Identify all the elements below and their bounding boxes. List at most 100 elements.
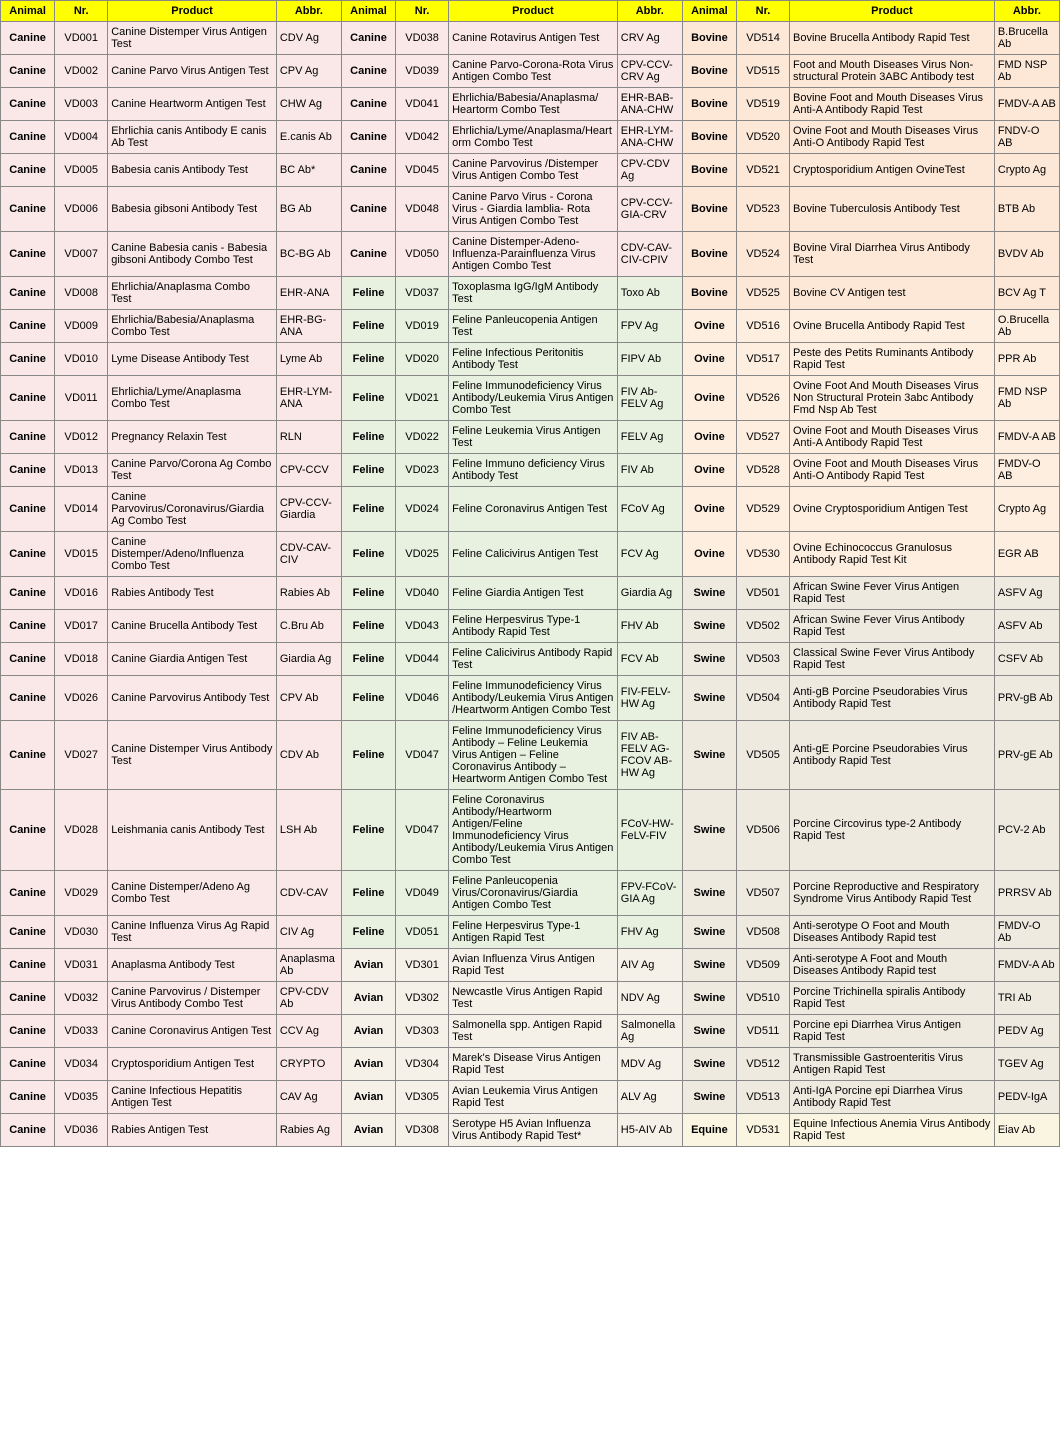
cell-product: Feline Coronavirus Antibody/Heartworm An… — [449, 790, 618, 871]
cell-nr: VD514 — [737, 22, 790, 55]
cell-nr: VD302 — [396, 982, 449, 1015]
cell-product: Canine Coronavirus Antigen Test — [108, 1015, 277, 1048]
cell-abbr: BC Ab* — [276, 154, 341, 187]
cell-nr: VD529 — [737, 487, 790, 532]
cell-product: Feline Calicivirus Antibody Rapid Test — [449, 643, 618, 676]
cell-nr: VD006 — [55, 187, 108, 232]
table-row: CanineVD017Canine Brucella Antibody Test… — [1, 610, 1060, 643]
product-table: Animal Nr. Product Abbr. Animal Nr. Prod… — [0, 0, 1060, 1147]
cell-abbr: CSFV Ab — [994, 643, 1059, 676]
cell-nr: VD004 — [55, 121, 108, 154]
cell-animal: Canine — [1, 376, 55, 421]
cell-animal: Avian — [341, 1048, 395, 1081]
cell-nr: VD501 — [737, 577, 790, 610]
cell-abbr: BVDV Ab — [994, 232, 1059, 277]
cell-product: Ehrlichia/Babesia/Anaplasma Combo Test — [108, 310, 277, 343]
cell-abbr: AIV Ag — [617, 949, 682, 982]
cell-nr: VD035 — [55, 1081, 108, 1114]
header-nr-2: Nr. — [396, 1, 449, 22]
header-abbr-3: Abbr. — [994, 1, 1059, 22]
cell-animal: Equine — [682, 1114, 736, 1147]
cell-product: Canine Giardia Antigen Test — [108, 643, 277, 676]
cell-abbr: BTB Ab — [994, 187, 1059, 232]
cell-abbr: PCV-2 Ab — [994, 790, 1059, 871]
cell-product: Canine Influenza Virus Ag Rapid Test — [108, 916, 277, 949]
cell-animal: Feline — [341, 532, 395, 577]
cell-animal: Canine — [1, 916, 55, 949]
cell-abbr: FCV Ag — [617, 532, 682, 577]
cell-nr: VD037 — [396, 277, 449, 310]
cell-abbr: BCV Ag T — [994, 277, 1059, 310]
cell-nr: VD009 — [55, 310, 108, 343]
cell-nr: VD512 — [737, 1048, 790, 1081]
cell-abbr: NDV Ag — [617, 982, 682, 1015]
table-row: CanineVD001Canine Distemper Virus Antige… — [1, 22, 1060, 55]
cell-nr: VD509 — [737, 949, 790, 982]
cell-nr: VD050 — [396, 232, 449, 277]
cell-product: Porcine Reproductive and Respiratory Syn… — [790, 871, 995, 916]
cell-abbr: CPV-CDV Ab — [276, 982, 341, 1015]
cell-product: Pregnancy Relaxin Test — [108, 421, 277, 454]
cell-product: Anaplasma Antibody Test — [108, 949, 277, 982]
cell-abbr: PPR Ab — [994, 343, 1059, 376]
cell-product: Anti-serotype O Foot and Mouth Diseases … — [790, 916, 995, 949]
cell-animal: Swine — [682, 790, 736, 871]
cell-abbr: ALV Ag — [617, 1081, 682, 1114]
cell-product: Foot and Mouth Diseases Virus Non-struct… — [790, 55, 995, 88]
cell-nr: VD043 — [396, 610, 449, 643]
cell-animal: Canine — [1, 871, 55, 916]
header-abbr-2: Abbr. — [617, 1, 682, 22]
cell-nr: VD018 — [55, 643, 108, 676]
cell-nr: VD013 — [55, 454, 108, 487]
cell-animal: Canine — [1, 676, 55, 721]
cell-animal: Avian — [341, 949, 395, 982]
cell-animal: Canine — [341, 88, 395, 121]
cell-animal: Canine — [1, 22, 55, 55]
cell-product: Canine Distemper Virus Antigen Test — [108, 22, 277, 55]
cell-animal: Bovine — [682, 232, 736, 277]
cell-abbr: EHR-LYM-ANA-CHW — [617, 121, 682, 154]
header-product-2: Product — [449, 1, 618, 22]
cell-product: Canine Rotavirus Antigen Test — [449, 22, 618, 55]
cell-animal: Swine — [682, 721, 736, 790]
cell-nr: VD042 — [396, 121, 449, 154]
cell-abbr: B.Brucella Ab — [994, 22, 1059, 55]
cell-abbr: PRV-gE Ab — [994, 721, 1059, 790]
cell-product: Bovine Foot and Mouth Diseases Virus Ant… — [790, 88, 995, 121]
cell-animal: Feline — [341, 643, 395, 676]
cell-product: Canine Babesia canis - Babesia gibsoni A… — [108, 232, 277, 277]
cell-nr: VD039 — [396, 55, 449, 88]
cell-nr: VD523 — [737, 187, 790, 232]
cell-abbr: E.canis Ab — [276, 121, 341, 154]
cell-animal: Feline — [341, 610, 395, 643]
cell-nr: VD033 — [55, 1015, 108, 1048]
cell-abbr: FIV-FELV-HW Ag — [617, 676, 682, 721]
cell-abbr: EGR AB — [994, 532, 1059, 577]
table-row: CanineVD004Ehrlichia canis Antibody E ca… — [1, 121, 1060, 154]
cell-animal: Canine — [1, 577, 55, 610]
cell-animal: Canine — [1, 1081, 55, 1114]
cell-animal: Canine — [1, 454, 55, 487]
cell-animal: Canine — [341, 121, 395, 154]
cell-animal: Canine — [341, 22, 395, 55]
cell-animal: Canine — [1, 949, 55, 982]
cell-animal: Swine — [682, 676, 736, 721]
table-row: CanineVD005Babesia canis Antibody TestBC… — [1, 154, 1060, 187]
table-row: CanineVD007Canine Babesia canis - Babesi… — [1, 232, 1060, 277]
cell-nr: VD513 — [737, 1081, 790, 1114]
cell-nr: VD007 — [55, 232, 108, 277]
cell-product: Leishmania canis Antibody Test — [108, 790, 277, 871]
cell-product: Feline Panleucopenia Virus/Coronavirus/G… — [449, 871, 618, 916]
cell-abbr: TRI Ab — [994, 982, 1059, 1015]
cell-product: Ehrlichia/Lyme/Anaplasma/Heartorm Combo … — [449, 121, 618, 154]
cell-animal: Feline — [341, 376, 395, 421]
cell-product: Rabies Antibody Test — [108, 577, 277, 610]
cell-nr: VD507 — [737, 871, 790, 916]
cell-abbr: FMDV-A AB — [994, 88, 1059, 121]
cell-abbr: CAV Ag — [276, 1081, 341, 1114]
cell-nr: VD303 — [396, 1015, 449, 1048]
cell-product: Ovine Brucella Antibody Rapid Test — [790, 310, 995, 343]
cell-product: Equine Infectious Anemia Virus Antibody … — [790, 1114, 995, 1147]
cell-nr: VD038 — [396, 22, 449, 55]
cell-product: Ovine Foot and Mouth Diseases Virus Anti… — [790, 421, 995, 454]
